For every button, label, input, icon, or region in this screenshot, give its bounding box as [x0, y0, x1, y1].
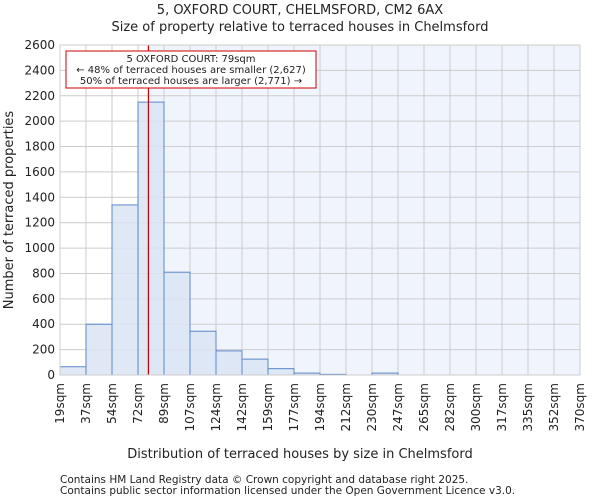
x-axis-label: Distribution of terraced houses by size … [127, 447, 472, 462]
bar [111, 204, 139, 376]
bar [163, 271, 191, 376]
y-tick-label: 2200 [24, 89, 55, 103]
y-tick-label: 1600 [24, 165, 55, 179]
x-tick-label: 317sqm [495, 383, 509, 431]
x-tick-label: 265sqm [417, 383, 431, 431]
bar [189, 330, 217, 376]
x-tick-label: 159sqm [261, 383, 275, 431]
y-tick-label: 1800 [24, 140, 55, 154]
annotation-box [65, 50, 317, 89]
x-tick-label: 300sqm [469, 383, 483, 431]
x-tick-label: 335sqm [521, 383, 535, 431]
y-tick-label: 1400 [24, 190, 55, 204]
bar [137, 101, 165, 376]
x-tick-label: 37sqm [79, 383, 93, 424]
x-tick-label: 124sqm [209, 383, 223, 431]
x-tick-label: 282sqm [443, 383, 457, 431]
x-tick-label: 142sqm [235, 383, 249, 431]
x-tick-label: 89sqm [157, 383, 171, 424]
x-tick-label: 194sqm [313, 383, 327, 431]
x-tick-label: 247sqm [391, 383, 405, 431]
highlight-region [148, 45, 580, 375]
y-tick-label: 600 [32, 292, 55, 306]
bar [267, 368, 295, 376]
y-tick-label: 2400 [24, 63, 55, 77]
y-tick-label: 1000 [24, 241, 55, 255]
footer-line-1: Contains HM Land Registry data © Crown c… [60, 474, 468, 486]
y-tick-label: 1200 [24, 216, 55, 230]
x-tick-label: 230sqm [365, 383, 379, 431]
x-tick-label: 72sqm [131, 383, 145, 424]
x-tick-label: 19sqm [53, 383, 67, 424]
bar [215, 350, 243, 376]
x-tick-label: 212sqm [339, 383, 353, 431]
annotation-line-2: ← 48% of terraced houses are smaller (2,… [76, 65, 306, 76]
footer-line-2: Contains public sector information licen… [60, 485, 515, 497]
bar [241, 358, 269, 376]
y-tick-label: 2600 [24, 38, 55, 52]
x-tick-label: 54sqm [105, 383, 119, 424]
annotation-line-1: 5 OXFORD COURT: 79sqm [126, 54, 255, 65]
bar [59, 366, 87, 376]
y-axis-label: Number of terraced properties [2, 111, 17, 310]
chart-title: 5, OXFORD COURT, CHELMSFORD, CM2 6AX [157, 3, 444, 18]
chart-subtitle: Size of property relative to terraced ho… [111, 20, 488, 35]
x-tick-label: 107sqm [183, 383, 197, 431]
x-tick-label: 370sqm [573, 383, 587, 431]
y-tick-label: 400 [32, 317, 55, 331]
annotation-line-3: 50% of terraced houses are larger (2,771… [80, 76, 302, 87]
y-tick-label: 800 [32, 266, 55, 280]
y-tick-label: 2000 [24, 114, 55, 128]
bar [85, 323, 113, 376]
y-tick-label: 0 [47, 368, 55, 382]
plot-frame [59, 44, 581, 376]
y-tick-label: 200 [32, 343, 55, 357]
x-tick-label: 177sqm [287, 383, 301, 431]
x-tick-label: 352sqm [547, 383, 561, 431]
